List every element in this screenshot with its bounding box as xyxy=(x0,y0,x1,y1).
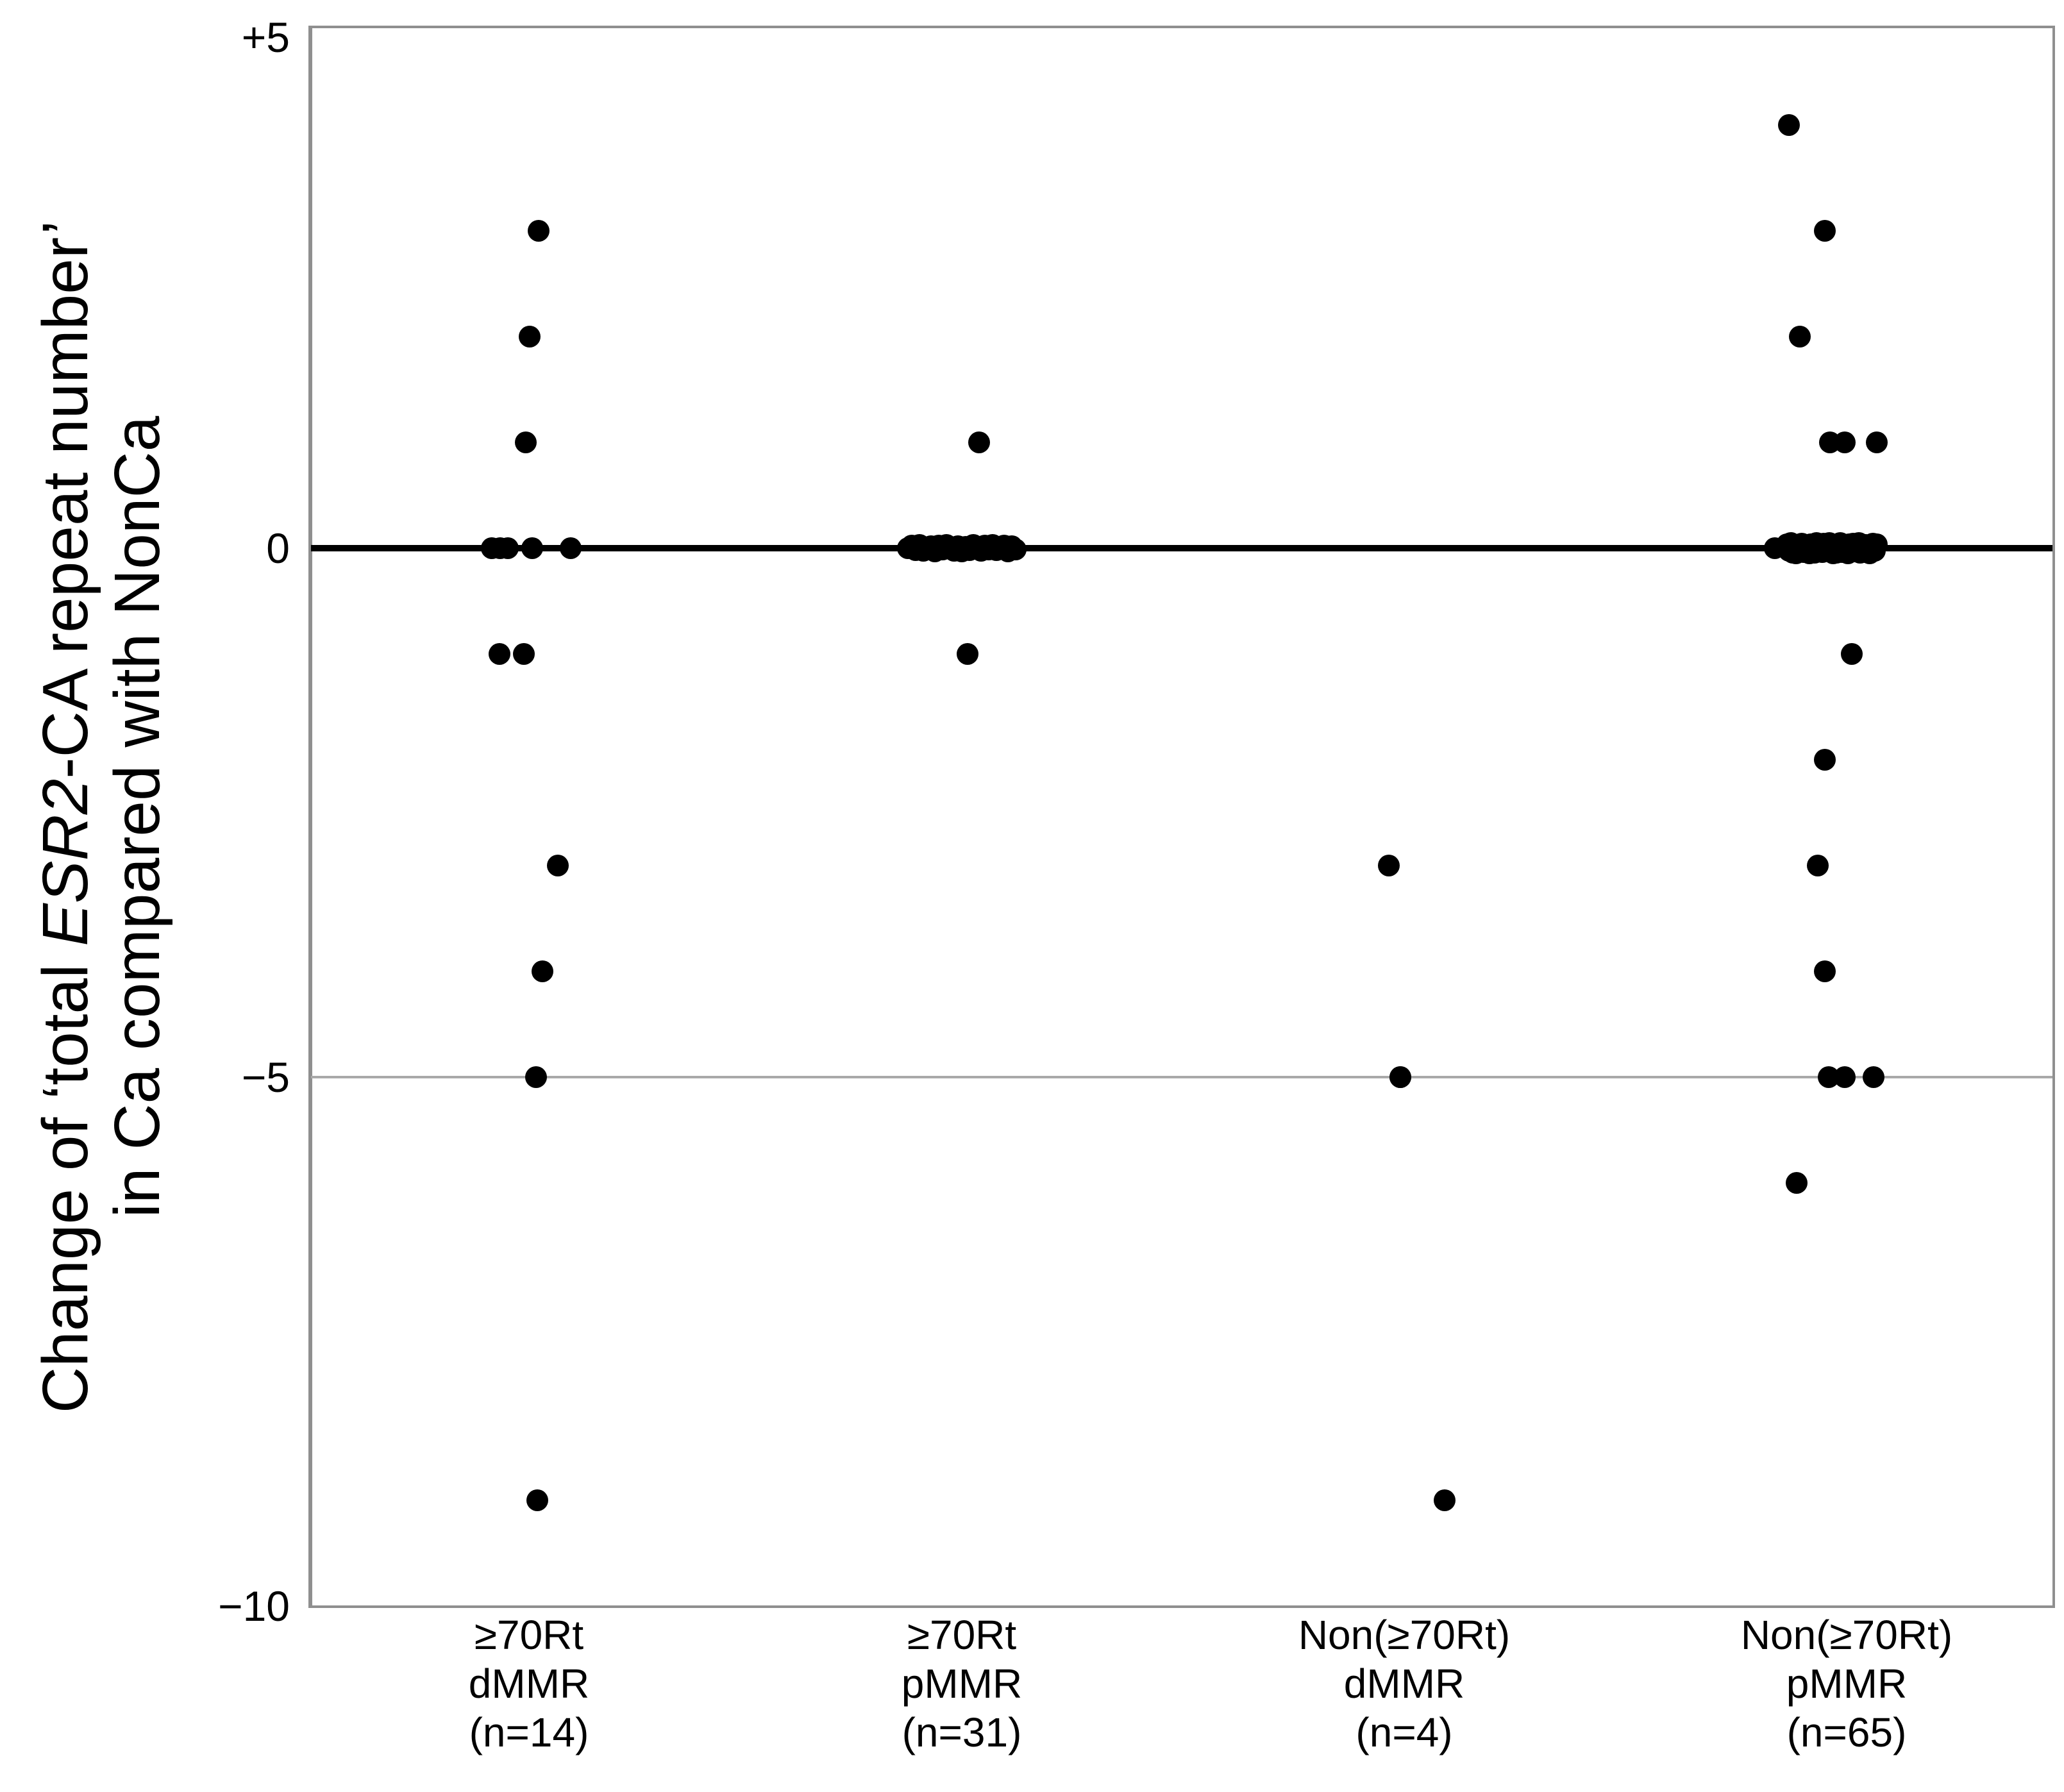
data-point xyxy=(968,431,990,453)
y-axis-title: Change of ‘total ESR2-CA repeat number’ … xyxy=(29,0,173,1650)
data-point xyxy=(1778,114,1800,136)
data-point xyxy=(1807,855,1829,876)
x-axis-category-label-line: (n=4) xyxy=(1355,1709,1453,1755)
x-axis-category-label-line: Non(≥70Rt) xyxy=(1298,1612,1511,1658)
x-axis-category-label-line: pMMR xyxy=(1786,1661,1908,1707)
data-point xyxy=(528,220,550,242)
x-axis-category-label-line: dMMR xyxy=(468,1661,590,1707)
y-tick-label: +5 xyxy=(241,13,290,61)
x-axis-category-label: Non(≥70Rt) dMMR (n=4) xyxy=(1161,1611,1648,1757)
y-axis-title-line1-pre: Change of ‘total xyxy=(29,946,101,1414)
plot-area-frame xyxy=(308,26,2055,1608)
data-point xyxy=(497,537,519,559)
data-point xyxy=(1863,1066,1884,1088)
data-point xyxy=(1841,643,1863,665)
y-axis-title-line1: Change of ‘total ESR2-CA repeat number’ xyxy=(29,0,101,1650)
x-axis-category-label: Non(≥70Rt) pMMR (n=65) xyxy=(1603,1611,2064,1757)
data-point xyxy=(1814,220,1836,242)
data-point xyxy=(1866,431,1888,453)
x-axis-category-label-line: Non(≥70Rt) xyxy=(1740,1612,1953,1658)
y-axis-title-gene-italic: ESR2 xyxy=(29,778,101,946)
data-point xyxy=(560,537,582,559)
data-point xyxy=(519,326,541,348)
zero-baseline xyxy=(311,545,2052,551)
data-point xyxy=(526,1489,548,1511)
y-tick-label: 0 xyxy=(266,524,290,572)
data-point xyxy=(1789,326,1811,348)
x-axis-category-label: ≥70Rt dMMR (n=14) xyxy=(285,1611,773,1757)
x-axis-category-label-line: (n=65) xyxy=(1786,1709,1907,1755)
data-point xyxy=(525,1066,547,1088)
data-point xyxy=(513,643,535,665)
data-point xyxy=(1005,539,1027,560)
data-point xyxy=(515,431,537,453)
y-tick-label: −5 xyxy=(241,1053,290,1101)
data-point xyxy=(1834,431,1856,453)
data-point xyxy=(957,643,978,665)
y-axis-title-line2: in Ca compared with NonCa xyxy=(101,415,173,1218)
data-point xyxy=(1434,1489,1456,1511)
data-point xyxy=(1814,960,1836,982)
data-point xyxy=(521,537,543,559)
x-axis-category-label-line: pMMR xyxy=(901,1661,1023,1707)
data-point xyxy=(1834,1066,1856,1088)
x-axis-category-label: ≥70Rt pMMR (n=31) xyxy=(718,1611,1205,1757)
data-point xyxy=(1814,749,1836,771)
data-point xyxy=(532,960,553,982)
x-axis-category-label-line: ≥70Rt xyxy=(474,1612,584,1658)
data-point xyxy=(489,643,510,665)
data-point xyxy=(1378,855,1400,876)
gridline-minus5 xyxy=(311,1076,2052,1078)
y-axis-title-line1-post: -CA repeat number’ xyxy=(29,220,101,779)
x-axis-category-label-line: dMMR xyxy=(1343,1661,1465,1707)
x-axis-category-label-line: (n=31) xyxy=(902,1709,1022,1755)
y-tick-label: −10 xyxy=(218,1582,290,1630)
data-point xyxy=(1389,1066,1411,1088)
data-point xyxy=(1786,1172,1808,1194)
x-axis-category-label-line: (n=14) xyxy=(469,1709,589,1755)
data-point xyxy=(1866,533,1888,555)
data-point xyxy=(547,855,569,876)
x-axis-category-label-line: ≥70Rt xyxy=(907,1612,1017,1658)
